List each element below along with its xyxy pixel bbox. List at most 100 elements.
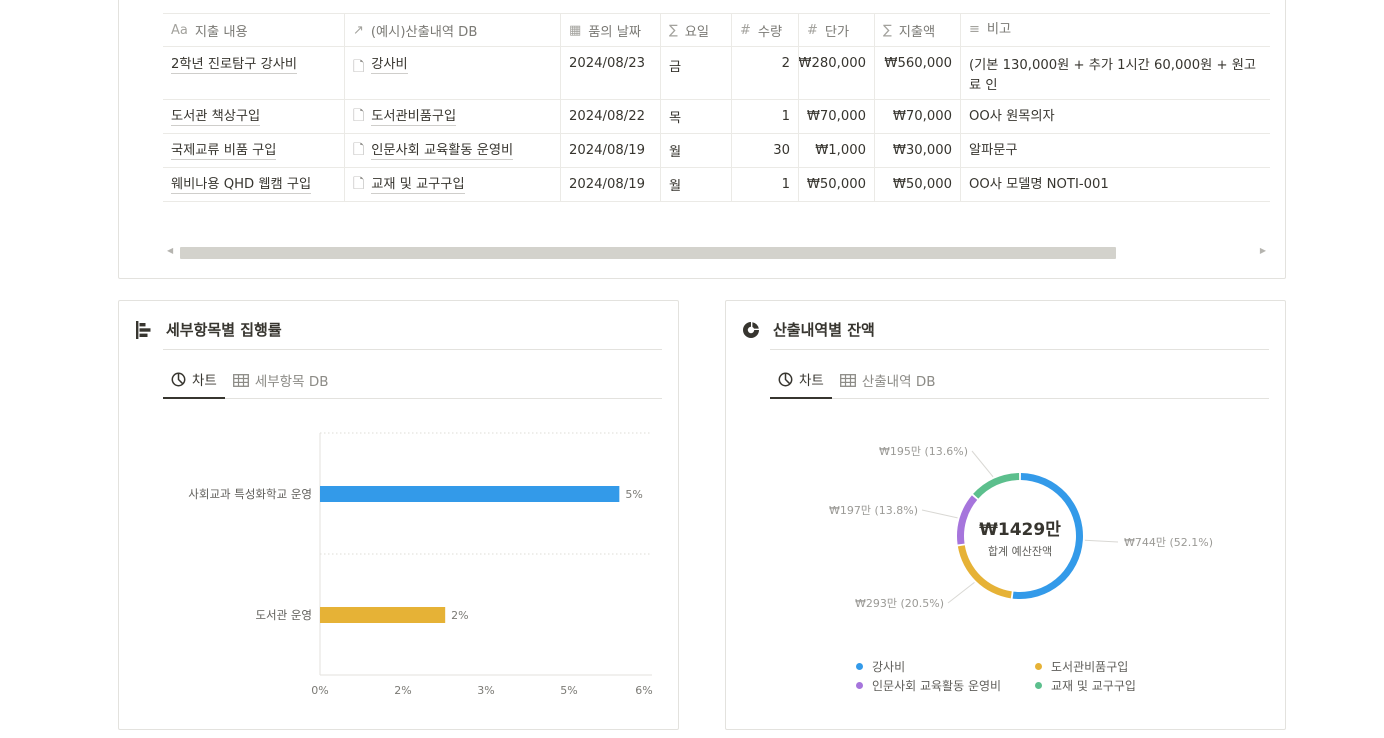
cell-relation[interactable]: 🗋 도서관비품구입 [345, 100, 561, 133]
table-row[interactable]: 웨비나용 QHD 웹캠 구입 🗋 교재 및 교구구입 2024/08/19 월 1 ₩50,… [163, 168, 1270, 202]
page-icon: 🗋 [353, 59, 365, 75]
column-header-amount[interactable]: ∑ 지출액 [875, 14, 961, 46]
table-row[interactable]: 도서관 책상구입 🗋 도서관비품구입 2024/08/22 목 1 ₩70,000 ₩70,0… [163, 100, 1270, 134]
cell-title[interactable]: 국제교류 비품 구입 [163, 134, 345, 167]
cell-weekday[interactable]: 금 [661, 47, 732, 99]
relation-link[interactable]: 도서관비품구입 [371, 108, 457, 126]
cell-relation[interactable]: 🗋 강사비 [345, 47, 561, 99]
amount-value: ₩560,000 [884, 56, 952, 71]
cell-weekday[interactable]: 목 [661, 100, 732, 133]
scroll-left-arrow-icon[interactable]: ◀ [167, 246, 174, 255]
donut-chart-icon [742, 321, 760, 339]
note-value: OO사 모델명 NOTI-001 [969, 176, 1109, 192]
section-heading: 세부항목별 집행률 [135, 319, 282, 340]
column-header-date[interactable]: ▦ 품의 날짜 [561, 14, 661, 46]
qty-value: 30 [773, 143, 790, 158]
column-label: 지출 내용 [194, 24, 248, 40]
weekday-value: 월 [669, 179, 682, 194]
tab-calculation-db[interactable]: 산출내역 DB [832, 361, 944, 399]
column-header-unit-price[interactable]: # 단가 [799, 14, 875, 46]
horizontal-scrollbar[interactable]: ◀ ▶ [163, 245, 1270, 259]
section-title: 산출내역별 잔액 [773, 321, 875, 339]
column-label: 비고 [986, 22, 1012, 37]
page-title-link[interactable]: 도서관 책상구입 [171, 108, 261, 126]
tab-chart[interactable]: 차트 [163, 361, 225, 399]
column-label: 수량 [757, 24, 783, 40]
note-value: OO사 원목의자 [969, 108, 1055, 124]
legend-item[interactable]: 인문사회 교육활동 운영비 [856, 677, 1001, 694]
page-title-link[interactable]: 웨비나용 QHD 웹캠 구입 [171, 176, 312, 194]
pie-chart-icon [778, 372, 793, 387]
cell-amount[interactable]: ₩30,000 [875, 134, 961, 167]
page-title-link[interactable]: 2학년 진로탐구 강사비 [171, 57, 297, 74]
scrollbar-thumb[interactable] [180, 247, 1116, 259]
qty-value: 2 [781, 56, 790, 71]
scroll-right-arrow-icon[interactable]: ▶ [1259, 246, 1266, 255]
unit-price-value: ₩280,000 [799, 56, 866, 71]
cell-amount[interactable]: ₩70,000 [875, 100, 961, 133]
cell-amount[interactable]: ₩560,000 [875, 47, 961, 99]
column-header-title[interactable]: Aa 지출 내용 [163, 14, 345, 46]
cell-unit-price[interactable]: ₩70,000 [799, 100, 875, 133]
relation-link[interactable]: 인문사회 교육활동 운영비 [371, 142, 514, 160]
cell-title[interactable]: 2학년 진로탐구 강사비 [163, 47, 345, 99]
cell-note[interactable]: OO사 원목의자 [961, 100, 1270, 133]
cell-note[interactable]: (기본 130,000원 + 추가 1시간 60,000원 + 원고료 인 [961, 47, 1270, 99]
cell-unit-price[interactable]: ₩50,000 [799, 168, 875, 201]
value-label: 2% [451, 609, 468, 622]
cell-qty[interactable]: 1 [732, 168, 799, 201]
cell-note[interactable]: 알파문구 [961, 134, 1270, 167]
date-value: 2024/08/19 [569, 177, 646, 192]
relation-link[interactable]: 교재 및 교구구입 [371, 176, 465, 194]
tab-detail-db[interactable]: 세부항목 DB [225, 361, 337, 399]
leader-line [971, 450, 994, 478]
table-header-row: Aa 지출 내용 ↗ (예시)산출내역 DB ▦ 품의 날짜 ∑ 요일 # 수량 # 단가 … [163, 13, 1270, 47]
cell-unit-price[interactable]: ₩280,000 [799, 47, 875, 99]
column-label: 지출액 [898, 24, 936, 40]
cell-weekday[interactable]: 월 [661, 134, 732, 167]
column-header-note[interactable]: ≡ 비고 [961, 14, 1270, 46]
formula-icon: ∑ [883, 22, 892, 38]
cell-qty[interactable]: 30 [732, 134, 799, 167]
amount-value: ₩50,000 [892, 177, 952, 192]
expense-table: Aa 지출 내용 ↗ (예시)산출내역 DB ▦ 품의 날짜 ∑ 요일 # 수량 # 단가 … [163, 13, 1270, 203]
cell-unit-price[interactable]: ₩1,000 [799, 134, 875, 167]
cell-date[interactable]: 2024/08/23 [561, 47, 661, 99]
section-heading: 산출내역별 잔액 [742, 319, 875, 340]
legend-item[interactable]: 교재 및 교구구입 [1035, 677, 1136, 694]
section-title: 세부항목별 집행률 [166, 321, 282, 339]
cell-amount[interactable]: ₩50,000 [875, 168, 961, 201]
table-row[interactable]: 국제교류 비품 구입 🗋 인문사회 교육활동 운영비 2024/08/19 월 30 ₩1,… [163, 134, 1270, 168]
relation-link[interactable]: 강사비 [371, 57, 408, 74]
cell-title[interactable]: 도서관 책상구입 [163, 100, 345, 133]
cell-title[interactable]: 웨비나용 QHD 웹캠 구입 [163, 168, 345, 201]
legend-item[interactable]: 도서관비품구입 [1035, 658, 1128, 675]
qty-value: 1 [781, 177, 790, 192]
cell-date[interactable]: 2024/08/22 [561, 100, 661, 133]
cell-qty[interactable]: 1 [732, 100, 799, 133]
column-header-qty[interactable]: # 수량 [732, 14, 799, 46]
column-header-weekday[interactable]: ∑ 요일 [661, 14, 732, 46]
slice-label: ₩197만 (13.8%) [829, 504, 918, 517]
legend-label: 교재 및 교구구입 [1051, 679, 1136, 693]
note-value: (기본 130,000원 + 추가 1시간 60,000원 + 원고료 인 [969, 58, 1256, 93]
pie-chart-icon [171, 372, 186, 387]
cell-relation[interactable]: 🗋 교재 및 교구구입 [345, 168, 561, 201]
donut-slice [957, 495, 978, 545]
page-title-link[interactable]: 국제교류 비품 구입 [171, 142, 277, 160]
cell-date[interactable]: 2024/08/19 [561, 134, 661, 167]
cell-date[interactable]: 2024/08/19 [561, 168, 661, 201]
column-label: (예시)산출내역 DB [370, 24, 478, 40]
cell-relation[interactable]: 🗋 인문사회 교육활동 운영비 [345, 134, 561, 167]
cell-note[interactable]: OO사 모델명 NOTI-001 [961, 168, 1270, 201]
category-label: 사회교과 특성화학교 운영 [188, 487, 312, 501]
cell-qty[interactable]: 2 [732, 47, 799, 99]
date-value: 2024/08/19 [569, 143, 646, 158]
bar [320, 607, 446, 623]
legend-label: 인문사회 교육활동 운영비 [872, 679, 1002, 693]
legend-item[interactable]: 강사비 [856, 658, 905, 675]
table-row[interactable]: 2학년 진로탐구 강사비 🗋 강사비 2024/08/23 금 2 ₩280,000 ₩560… [163, 47, 1270, 100]
column-header-relation[interactable]: ↗ (예시)산출내역 DB [345, 14, 561, 46]
tab-chart[interactable]: 차트 [770, 361, 832, 399]
cell-weekday[interactable]: 월 [661, 168, 732, 201]
